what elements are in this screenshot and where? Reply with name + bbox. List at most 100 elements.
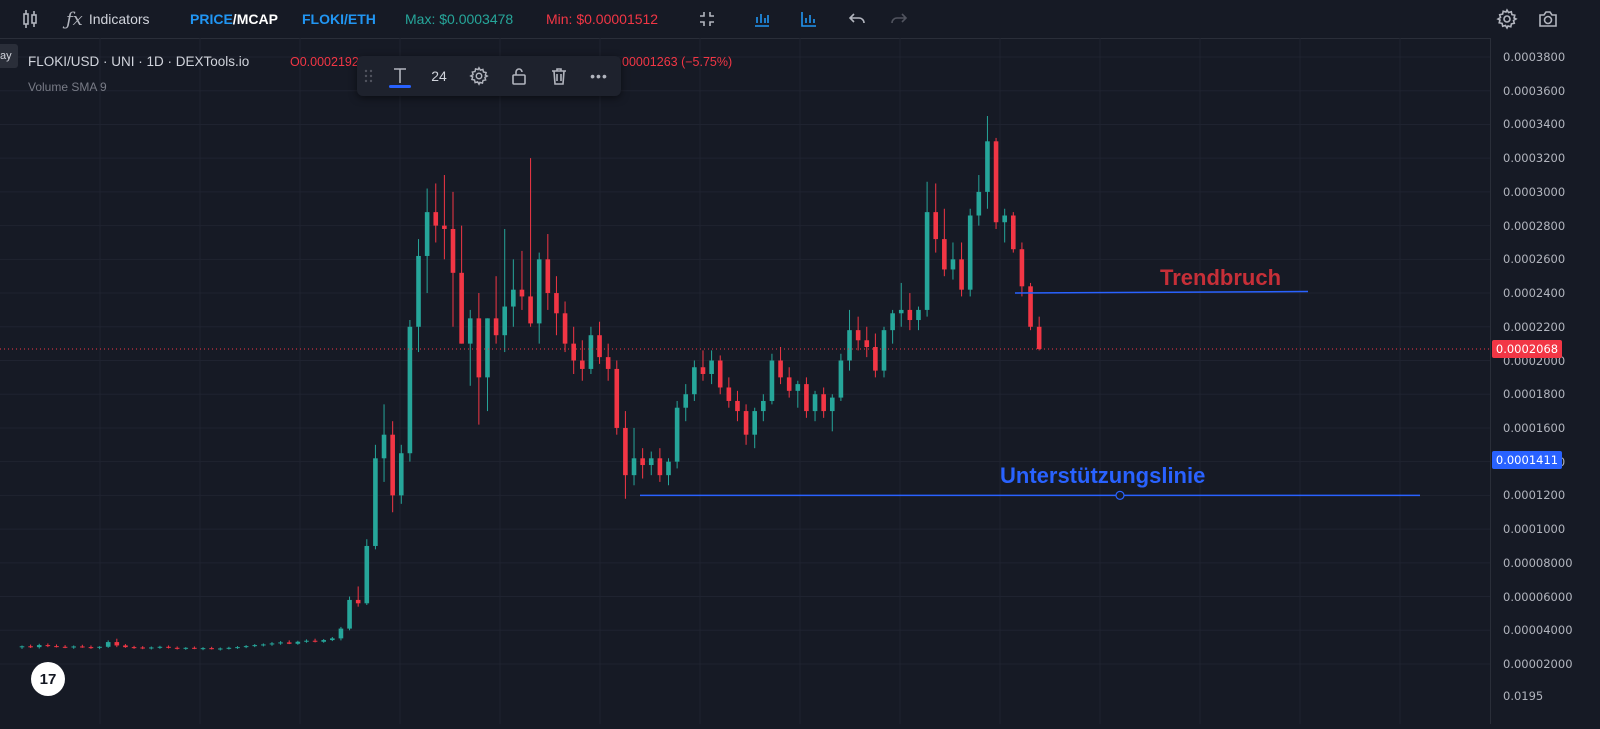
- top-toolbar: ƒx Indicators PRICE / MCAP FLOKI/ETH Max: …: [0, 0, 1600, 39]
- candle-body: [261, 644, 266, 646]
- left-tab-label: ay: [0, 50, 12, 62]
- candle-body: [821, 394, 826, 412]
- candle-body: [588, 335, 594, 369]
- left-panel-tab[interactable]: ay: [0, 44, 18, 68]
- candle-body: [442, 225, 447, 229]
- candle-body: [252, 645, 258, 647]
- drag-handle[interactable]: [357, 56, 381, 96]
- candle-body: [614, 368, 620, 428]
- candle-body: [536, 259, 542, 324]
- candle-body: [19, 646, 25, 648]
- candle-body: [700, 367, 706, 374]
- candle-body: [666, 461, 671, 476]
- fullscreen-button[interactable]: [693, 0, 721, 38]
- candle-body: [416, 255, 421, 327]
- candle-body: [149, 647, 154, 649]
- volume-button[interactable]: [795, 0, 823, 38]
- candle-body: [847, 330, 852, 361]
- drawing-settings-button[interactable]: [459, 56, 499, 96]
- candle-body: [924, 212, 930, 310]
- candle-body: [769, 360, 775, 401]
- candle-body: [450, 228, 456, 273]
- candle-body: [105, 642, 111, 647]
- lock-button[interactable]: [499, 56, 539, 96]
- candle-body: [71, 646, 77, 648]
- candle-body: [338, 628, 344, 639]
- camera-icon: [1534, 5, 1562, 33]
- candle-body: [743, 411, 749, 435]
- chart-legend-title: FLOKI/USD · UNI · 1D · DEXTools.io: [28, 54, 250, 69]
- undo-icon: [843, 5, 871, 33]
- candle-body: [648, 458, 654, 466]
- screenshot-button[interactable]: [1534, 0, 1562, 38]
- max-price-label: Max: $0.0003478: [405, 11, 514, 27]
- candle-body: [330, 638, 335, 641]
- candle-body: [907, 309, 913, 321]
- candle-body: [200, 648, 206, 650]
- candle-body: [881, 330, 887, 371]
- candle-body: [855, 330, 861, 341]
- candlestick-icon: [16, 5, 44, 33]
- support-line-handle: [1115, 490, 1125, 500]
- price-tick-label: 0.0003000: [1503, 184, 1566, 199]
- gear-icon: [1493, 5, 1521, 33]
- legend-ohlc: O0.0002192: [290, 55, 359, 69]
- grip-icon: [364, 69, 373, 83]
- candle-body: [1019, 249, 1025, 287]
- candle-body: [717, 360, 723, 388]
- trend-break-annotation[interactable]: Trendbruch: [1160, 265, 1282, 290]
- indicators-button[interactable]: ƒx Indicators: [66, 0, 150, 38]
- candle-body: [62, 646, 68, 648]
- candle-body: [1028, 286, 1033, 327]
- trash-icon: [552, 68, 566, 85]
- undo-button[interactable]: [843, 0, 871, 38]
- candle-body: [433, 212, 439, 226]
- price-mcap-toggle[interactable]: PRICE / MCAP: [190, 0, 278, 38]
- candle-body: [381, 434, 387, 459]
- font-size-button[interactable]: 24: [431, 68, 447, 84]
- tv-logo-mark: 17: [39, 670, 57, 688]
- more-options-button[interactable]: •••: [590, 68, 608, 84]
- line-price-tag: 0.0001411: [1492, 450, 1562, 469]
- chart-type-button[interactable]: [16, 0, 44, 38]
- candle-body: [623, 427, 628, 476]
- text-color-button[interactable]: [381, 56, 419, 96]
- chart-area[interactable]: [0, 38, 1490, 724]
- indicators-label: Indicators: [88, 11, 150, 27]
- candle-body: [321, 640, 326, 642]
- support-line-annotation[interactable]: Unterstützungslinie: [1000, 463, 1206, 488]
- candle-body: [985, 141, 990, 192]
- price-tick-label: 0.00008000: [1503, 555, 1573, 570]
- candle-body: [890, 313, 895, 331]
- candle-body: [217, 648, 223, 650]
- settings-button[interactable]: [1493, 0, 1521, 38]
- candle-body: [355, 599, 361, 604]
- candle-body: [347, 599, 352, 629]
- min-price-label: Min: $0.00001512: [546, 11, 659, 27]
- candle-body: [916, 309, 921, 321]
- chart-style-button[interactable]: [748, 0, 776, 38]
- tradingview-logo[interactable]: 17: [31, 662, 65, 696]
- candle-body: [235, 647, 240, 649]
- candle-body: [726, 387, 732, 401]
- candle-body: [829, 397, 835, 412]
- price-axis[interactable]: 0.0003800 0.0003600 0.0003400 0.0003200 0.00…: [1490, 38, 1600, 724]
- redo-button[interactable]: [885, 0, 913, 38]
- candle-body: [976, 191, 982, 216]
- delete-button[interactable]: [539, 56, 579, 96]
- candle-body: [778, 360, 783, 378]
- collapse-icon: [693, 5, 721, 33]
- candle-body: [597, 335, 602, 358]
- candle-body: [295, 641, 301, 644]
- candle-body: [364, 545, 370, 604]
- price-tick-label: 0.0002600: [1503, 252, 1566, 267]
- candle-body: [459, 272, 464, 344]
- function-icon: ƒx: [66, 8, 83, 30]
- candle-body: [1002, 215, 1007, 223]
- price-tick-label: 0.0001200: [1503, 488, 1566, 503]
- price-chart[interactable]: [0, 38, 1490, 724]
- candle-body: [312, 640, 318, 642]
- candle-body: [898, 309, 904, 314]
- candle-body: [683, 394, 689, 408]
- pair-selector[interactable]: FLOKI/ETH: [302, 11, 376, 27]
